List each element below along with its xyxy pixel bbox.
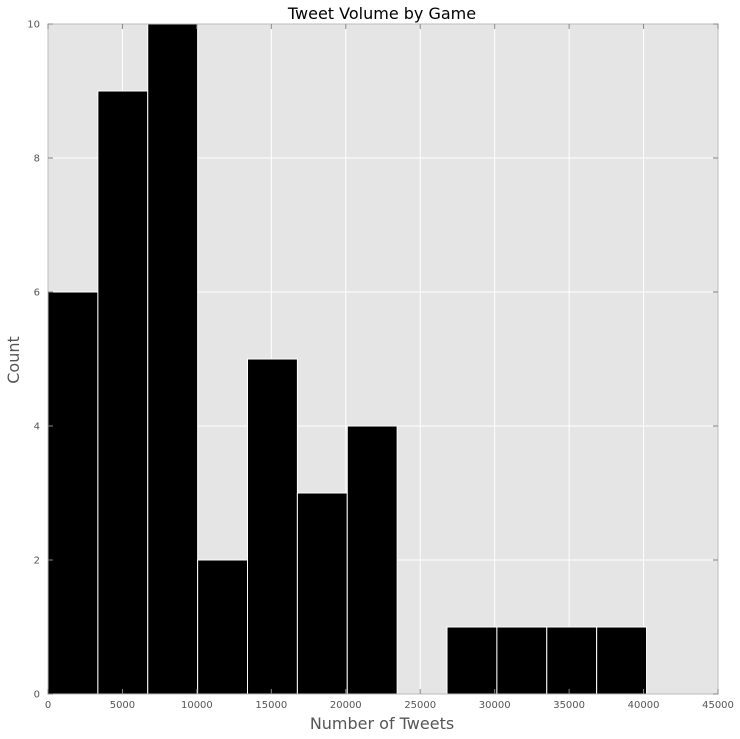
y-tick-label: 10 [27, 20, 40, 31]
x-tick-label: 0 [45, 700, 51, 711]
x-tick-labels: 0 5000 10000 15000 20000 25000 30000 35000 40000… [45, 700, 734, 711]
x-axis-label: Number of Tweets [310, 714, 454, 733]
histogram-bar [446, 626, 498, 695]
x-tick-label: 35000 [553, 700, 585, 711]
plot-frame [47, 23, 719, 695]
x-tick-label: 25000 [404, 700, 436, 711]
histogram-bar [596, 626, 648, 695]
bars [47, 23, 648, 695]
y-tick-label: 8 [34, 154, 40, 165]
histogram-bar [247, 358, 298, 695]
histogram-bar [346, 425, 398, 695]
x-tick-label: 30000 [479, 700, 511, 711]
histogram-bar [47, 291, 99, 695]
histogram-bar [97, 90, 149, 695]
histogram-bar [546, 626, 598, 695]
x-tick-label: 15000 [255, 700, 287, 711]
chart-title: Tweet Volume by Game [287, 4, 476, 23]
histogram-bar [296, 492, 348, 695]
y-tick-label: 4 [34, 422, 40, 433]
histogram-bar [496, 626, 548, 695]
y-tick-labels: 0 2 4 6 8 10 [27, 20, 40, 701]
y-tick-label: 2 [34, 556, 40, 567]
x-tick-label: 10000 [181, 700, 213, 711]
x-tick-label: 45000 [702, 700, 734, 711]
y-axis-label: Count [4, 336, 23, 384]
x-tick-label: 40000 [628, 700, 660, 711]
histogram-bar [197, 559, 249, 695]
x-tick-label: 20000 [330, 700, 362, 711]
tick-marks [47, 23, 719, 695]
histogram-bar [147, 23, 199, 695]
y-tick-label: 6 [34, 288, 40, 299]
y-tick-label: 0 [34, 690, 40, 701]
x-tick-label: 5000 [110, 700, 135, 711]
